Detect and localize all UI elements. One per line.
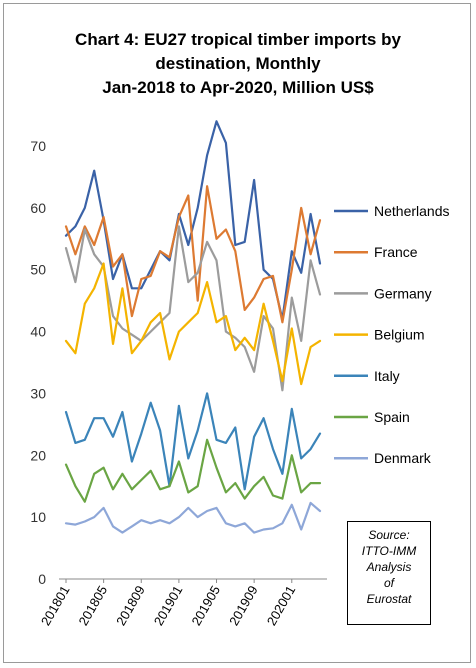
x-tick-label: 201805 [76,583,111,628]
y-tick-label: 10 [30,509,46,525]
series-line-denmark [64,501,322,534]
source-line-5: Eurostat [366,592,412,606]
legend-label-germany: Germany [374,285,432,301]
y-tick-label: 0 [38,571,46,587]
x-tick-label: 202001 [264,583,299,628]
source-line-4: of [383,576,394,590]
legend-label-italy: Italy [374,368,400,384]
series-lines [64,120,322,534]
chart-frame: Chart 4: EU27 tropical timber imports by… [3,3,471,663]
series-line-france [64,185,322,324]
x-axis-ticks: 201801 201805 201809 201901 201905 201909 2020… [38,579,298,628]
x-tick-label: 201909 [226,583,261,628]
chart-title-line-1: Chart 4: EU27 tropical timber imports by [75,30,401,49]
legend-label-netherlands: Netherlands [374,203,450,219]
y-axis-ticks: 0 10 20 30 40 50 60 70 [30,138,46,587]
legend-label-belgium: Belgium [374,327,425,343]
y-tick-label: 60 [30,200,46,216]
y-tick-label: 70 [30,138,46,154]
source-note: Source: ITTO-IMM Analysis of Eurostat [347,521,431,625]
source-line-2: ITTO-IMM [361,544,417,558]
series-line-belgium [64,262,322,386]
line-chart: 0 10 20 30 40 50 60 70 201801 201805 201809 201901… [30,120,450,628]
y-tick-label: 40 [30,324,46,340]
legend-label-spain: Spain [374,409,410,425]
x-tick-label: 201801 [38,583,73,628]
source-line-1: Source: [368,528,410,542]
series-line-italy [64,392,322,491]
chart-title-line-3: Jan-2018 to Apr-2020, Million US$ [102,78,374,97]
x-tick-label: 201905 [188,583,223,628]
y-tick-label: 30 [30,385,46,401]
legend: Netherlands France Germany Belgium Italy Spai… [334,203,450,466]
chart-title-line-2: destination, Monthly [155,54,321,73]
x-tick-label: 201809 [113,583,148,628]
chart-title: Chart 4: EU27 tropical timber imports by… [4,28,472,100]
series-line-spain [64,438,322,503]
legend-label-france: France [374,244,418,260]
legend-label-denmark: Denmark [374,450,432,466]
y-tick-label: 50 [30,262,46,278]
y-tick-label: 20 [30,447,46,463]
source-line-3: Analysis [366,560,412,574]
x-tick-label: 201901 [151,583,186,628]
